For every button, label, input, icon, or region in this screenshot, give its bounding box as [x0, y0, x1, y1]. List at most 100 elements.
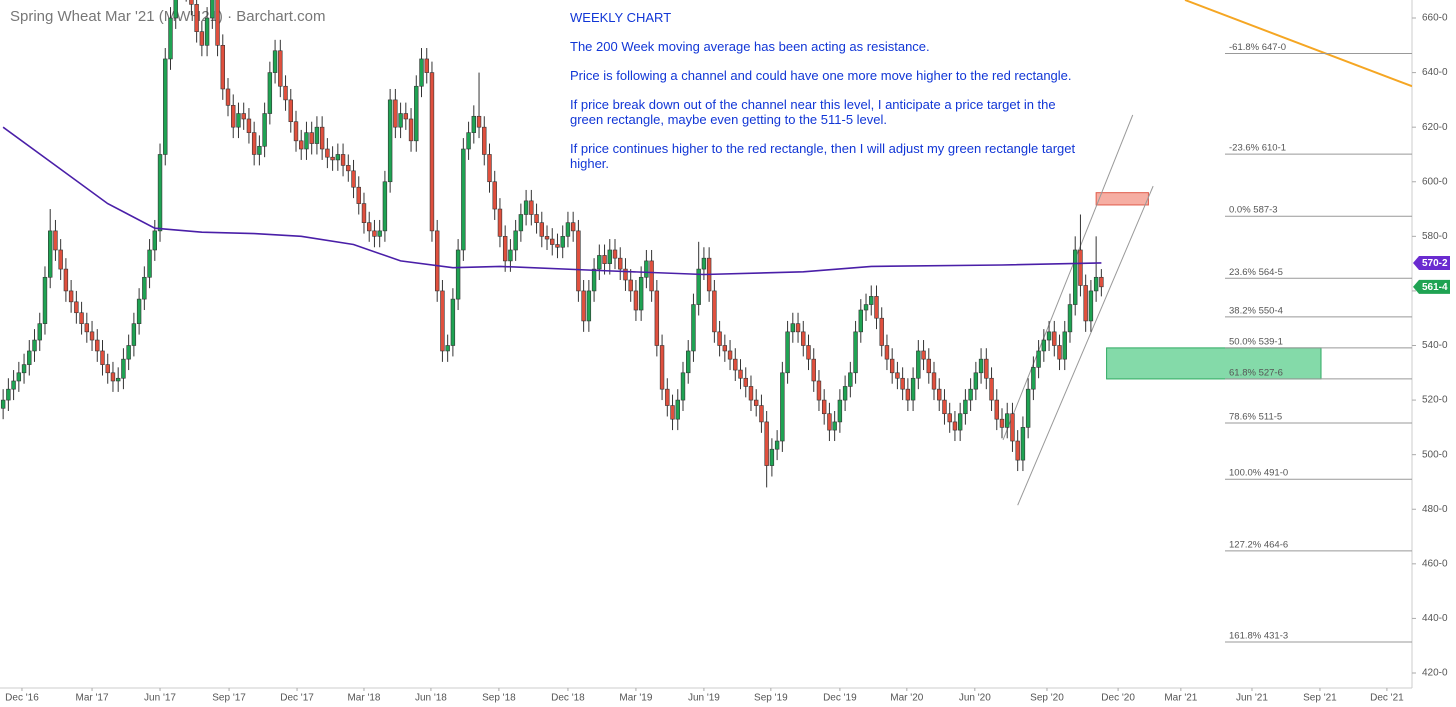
candle-body — [1005, 413, 1010, 428]
candle-body — [335, 154, 341, 161]
candle-body — [937, 388, 942, 401]
candle-body — [942, 399, 947, 415]
candle-body — [638, 276, 644, 311]
x-tick-label: Sep '21 — [1303, 693, 1337, 704]
candle-body — [754, 399, 759, 406]
candle-body — [874, 296, 879, 319]
candle-body — [905, 388, 911, 401]
candle-body — [686, 350, 691, 374]
candle-body — [952, 421, 958, 431]
x-tick-label: Mar '18 — [347, 693, 380, 704]
candle-body — [272, 50, 278, 73]
candle-body — [602, 255, 607, 264]
candle-body — [884, 345, 890, 360]
candle-body — [529, 200, 534, 215]
candle-body — [225, 88, 231, 106]
candle-body — [414, 85, 419, 142]
candle-body — [403, 113, 409, 120]
annotation-text: If price continues higher to the red rec… — [570, 141, 1076, 171]
x-tick-label: Jun '20 — [959, 693, 991, 704]
candle-body — [978, 358, 984, 374]
candle-body — [466, 132, 471, 150]
candle-body — [801, 331, 806, 346]
candle-body — [618, 257, 623, 270]
candle-body — [440, 290, 445, 352]
candle-body — [382, 181, 388, 232]
candle-body — [210, 0, 215, 19]
fib-label: 61.8% 527-6 — [1229, 367, 1283, 378]
x-tick-label: Jun '21 — [1236, 693, 1268, 704]
candle-body — [63, 268, 69, 292]
fib-label: 23.6% 564-5 — [1229, 267, 1283, 278]
candle-body — [921, 350, 926, 360]
candle-body — [220, 45, 225, 90]
candle-body — [513, 230, 518, 251]
y-tick-label: 520-0 — [1422, 395, 1448, 406]
candle-body — [827, 413, 832, 431]
candle-body — [293, 121, 299, 142]
y-tick-label: 500-0 — [1422, 449, 1448, 460]
candle-body — [743, 377, 748, 387]
x-tick-label: Jun '19 — [688, 693, 720, 704]
chart-title: Spring Wheat Mar '21 (MWH21) · Barchart.… — [10, 8, 325, 25]
candle-body — [644, 260, 649, 278]
candle-body — [722, 345, 728, 352]
candle-body — [314, 126, 320, 144]
x-tick-label: Sep '20 — [1030, 693, 1064, 704]
candle-body — [445, 345, 450, 352]
candle-body — [900, 377, 905, 390]
candle-body — [74, 301, 79, 314]
trendline — [1017, 185, 1154, 506]
candle-body — [748, 386, 754, 401]
candle-body — [89, 331, 95, 341]
candle-body — [278, 50, 283, 87]
candle-body — [534, 214, 539, 223]
candle-body — [544, 236, 550, 240]
candle-body — [1073, 249, 1078, 305]
candle-body — [738, 369, 743, 379]
candle-body — [367, 222, 372, 232]
candle-body — [0, 399, 6, 409]
candle-body — [858, 309, 863, 333]
candle-body — [973, 372, 979, 390]
candle-body — [811, 358, 816, 382]
candle-body — [241, 113, 246, 120]
candle-body — [832, 421, 837, 431]
candle-body — [701, 257, 707, 270]
fib-label: 78.6% 511-5 — [1229, 411, 1282, 422]
candle-body — [518, 214, 524, 232]
x-tick-label: Sep '17 — [212, 693, 246, 704]
candle-body — [570, 222, 576, 232]
x-tick-label: Sep '18 — [482, 693, 516, 704]
fib-label: 0.0% 587-3 — [1229, 205, 1278, 216]
fib-label: -23.6% 610-1 — [1229, 143, 1286, 154]
candle-body — [11, 380, 16, 390]
candle-body — [680, 372, 686, 401]
y-tick-label: 620-0 — [1422, 122, 1448, 133]
candle-body — [816, 380, 822, 401]
candle-body — [780, 372, 785, 442]
candle-body — [1052, 331, 1057, 346]
candle-body — [434, 230, 440, 292]
candle-body — [105, 364, 110, 374]
target-zone — [1095, 192, 1149, 206]
candle-body — [774, 440, 780, 450]
candle-body — [984, 358, 989, 379]
candle-body — [393, 99, 398, 128]
candle-body — [696, 268, 701, 305]
candle-body — [560, 236, 565, 248]
candle-body — [769, 448, 775, 466]
candle-body — [482, 126, 487, 155]
plot-area — [0, 0, 1412, 506]
candle-body — [963, 399, 968, 415]
candle-body — [330, 156, 335, 161]
candle-body — [1088, 290, 1094, 322]
candle-body — [1099, 276, 1104, 288]
candle-body — [1078, 249, 1083, 286]
fib-label: 127.2% 464-6 — [1229, 539, 1288, 550]
candle-body — [168, 17, 173, 60]
candle-body — [450, 298, 456, 346]
candle-body — [712, 290, 717, 333]
candle-body — [199, 31, 205, 46]
